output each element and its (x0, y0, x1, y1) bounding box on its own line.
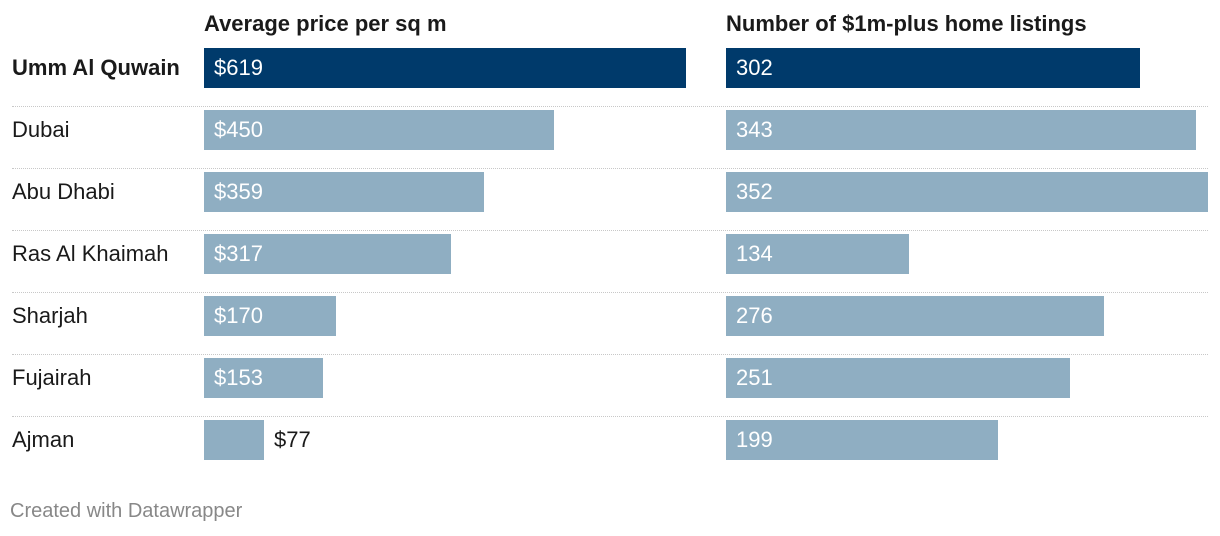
chart-row-umm-al-quwain: Umm Al Quwain $619 302 (12, 44, 1208, 106)
bar-listings-abu-dhabi (726, 172, 1208, 212)
category-label: Fujairah (12, 365, 92, 390)
data-label: 276 (736, 303, 773, 328)
data-label: 302 (736, 55, 773, 80)
row-divider (12, 416, 1208, 417)
column-title-price: Average price per sq m (204, 11, 447, 36)
data-label: $170 (214, 303, 263, 328)
category-label: Ras Al Khaimah (12, 241, 169, 266)
chart-row-fujairah: Fujairah $153 251 (12, 354, 1208, 416)
bar-listings-dubai (726, 110, 1196, 150)
data-label: $619 (214, 55, 263, 80)
data-label: $77 (274, 427, 311, 452)
row-divider (12, 168, 1208, 169)
data-label: 134 (736, 241, 773, 266)
bar-price-ras-al-khaimah (204, 234, 451, 274)
category-label: Dubai (12, 117, 70, 142)
bar-listings-ajman (726, 420, 998, 460)
bar-price-ajman (204, 420, 264, 460)
chart-row-ajman: Ajman $77 199 (12, 416, 1208, 478)
data-label: 251 (736, 365, 773, 390)
category-label: Ajman (12, 427, 75, 452)
bar-price-dubai (204, 110, 554, 150)
bar-price-abu-dhabi (204, 172, 484, 212)
row-divider (12, 106, 1208, 107)
bar-listings-sharjah (726, 296, 1104, 336)
bar-price-fujairah (204, 358, 323, 398)
bar-price-sharjah (204, 296, 336, 336)
data-label: $153 (214, 365, 263, 390)
data-label: 352 (736, 179, 773, 204)
category-label: Sharjah (12, 303, 88, 328)
row-divider (12, 354, 1208, 355)
chart-row-dubai: Dubai $450 343 (12, 106, 1208, 168)
bar-listings-ras-al-khaimah (726, 234, 909, 274)
column-title-listings: Number of $1m-plus home listings (726, 11, 1087, 36)
row-divider (12, 230, 1208, 231)
data-label: $450 (214, 117, 263, 142)
chart-row-abu-dhabi: Abu Dhabi $359 352 (12, 168, 1208, 230)
bar-price-umm-al-quwain (204, 48, 686, 88)
row-divider (12, 292, 1208, 293)
chart-row-ras-al-khaimah: Ras Al Khaimah $317 134 (12, 230, 1208, 292)
category-label: Abu Dhabi (12, 179, 115, 204)
data-label: 199 (736, 427, 773, 452)
bar-listings-fujairah (726, 358, 1070, 398)
data-label: $359 (214, 179, 263, 204)
footer-credit: Created with Datawrapper (10, 500, 243, 522)
chart-row-sharjah: Sharjah $170 276 (12, 292, 1208, 354)
chart-body: Umm Al Quwain $619 302 Dubai $450 343 Abu Dhab… (12, 44, 1208, 478)
bar-listings-umm-al-quwain (726, 48, 1140, 88)
data-label: $317 (214, 241, 263, 266)
category-label: Umm Al Quwain (12, 55, 180, 80)
data-label: 343 (736, 117, 773, 142)
